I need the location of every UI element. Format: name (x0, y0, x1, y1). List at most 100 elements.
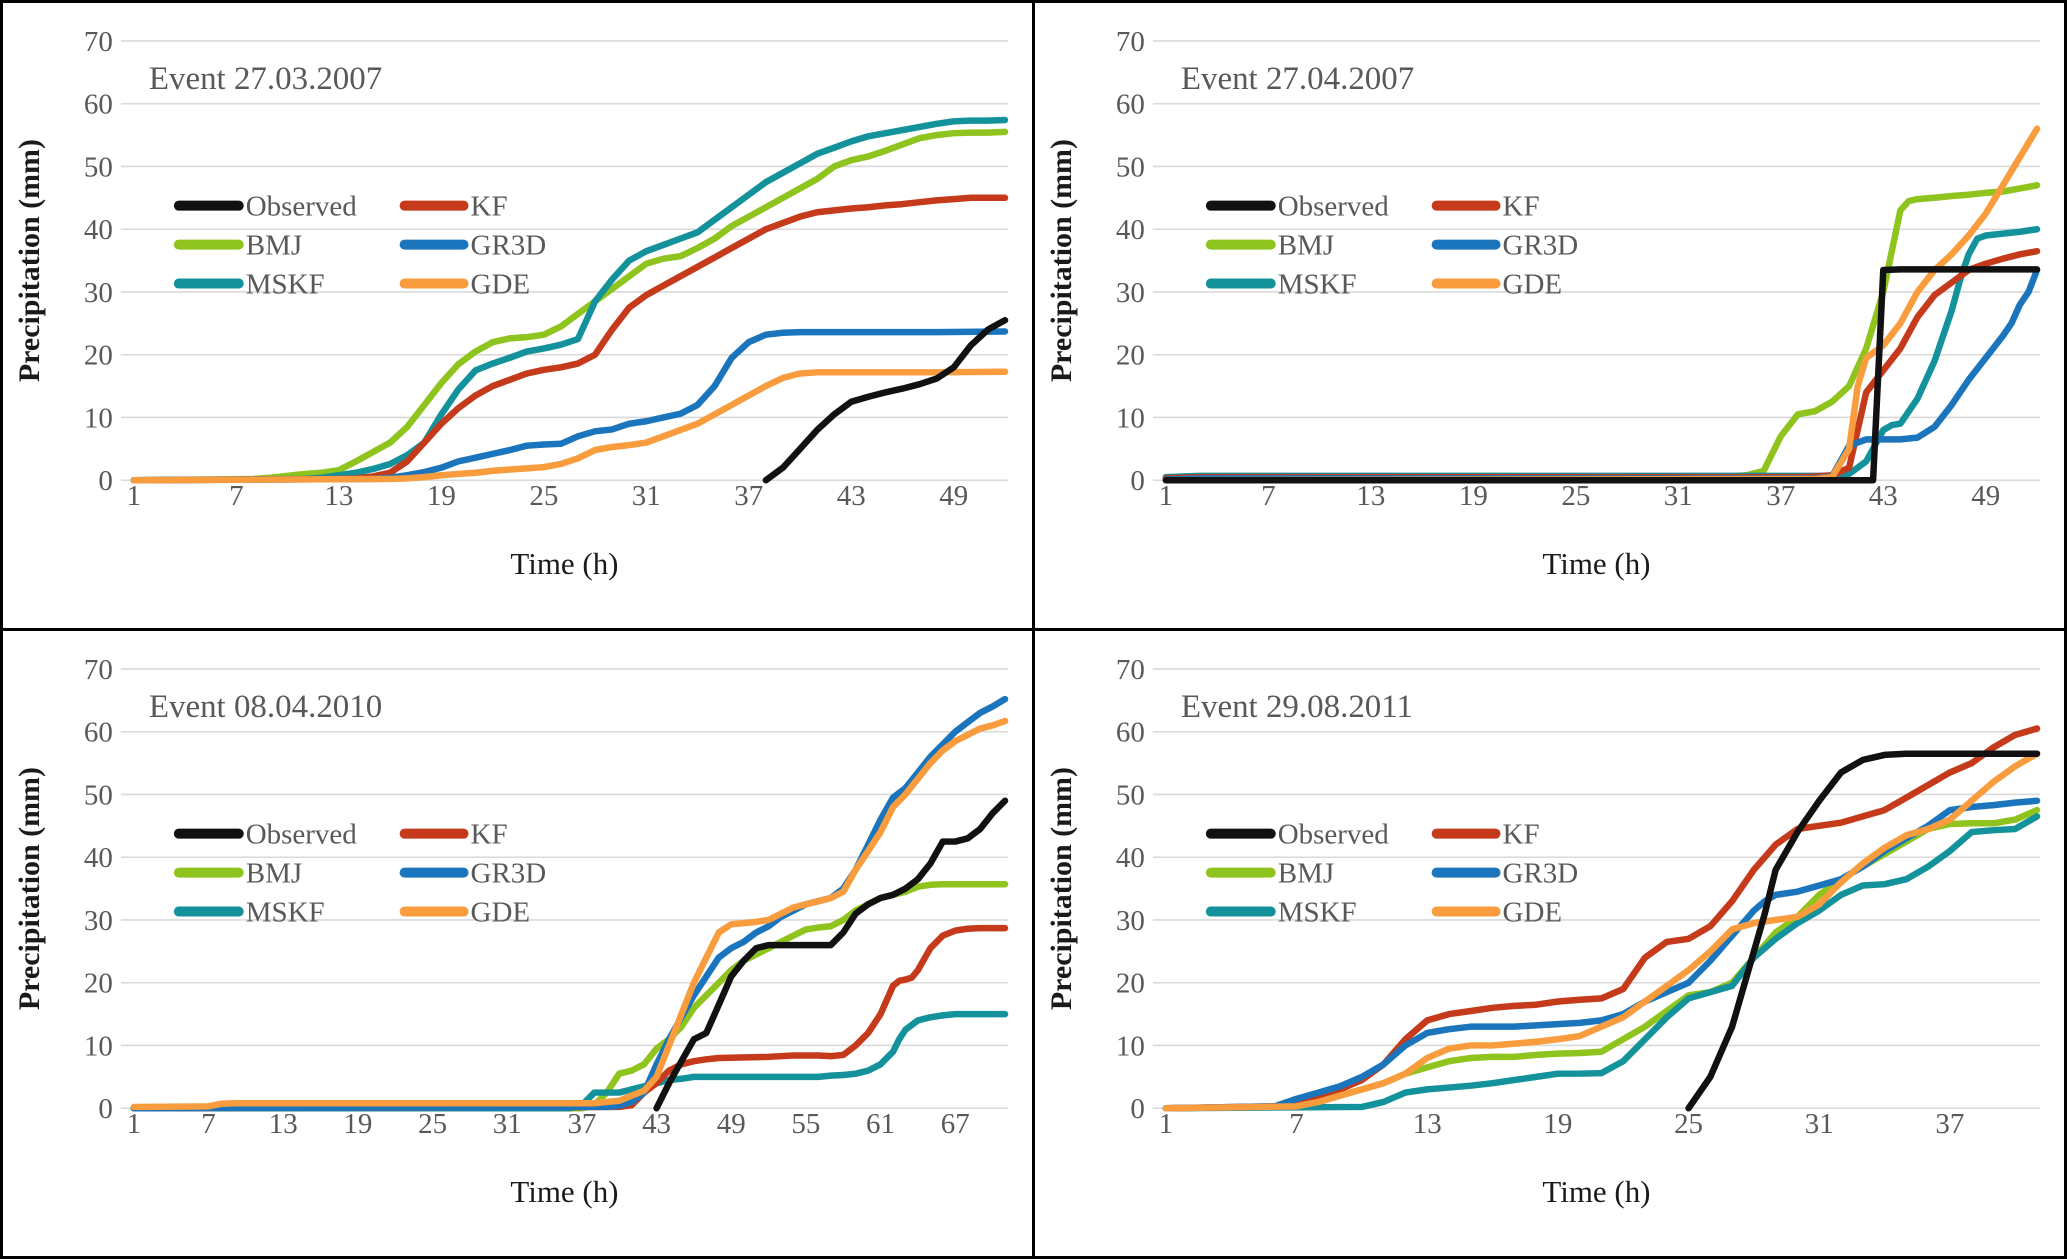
y-tick-label: 30 (1116, 277, 1145, 309)
x-tick-label: 7 (1289, 1108, 1303, 1140)
x-axis-label: Time (h) (510, 546, 618, 581)
x-tick-label: 43 (837, 480, 866, 512)
y-tick-label: 30 (84, 277, 113, 309)
y-tick-label: 10 (1116, 402, 1145, 434)
x-tick-label: 1 (127, 480, 141, 512)
legend: Observed KF BMJ GR3D MSKF GDE (173, 191, 546, 301)
y-tick-label: 50 (84, 151, 113, 183)
y-axis-label: Precipitation (mm) (1045, 767, 1078, 1010)
x-tick-label: 19 (427, 480, 456, 512)
legend-label-mskf: MSKF (246, 897, 325, 929)
y-tick-label: 70 (1116, 654, 1145, 686)
series-line-observed (762, 316, 1009, 484)
y-tick-label: 10 (84, 1030, 113, 1062)
series-line-gde (1162, 125, 2041, 484)
y-tick-label: 60 (84, 717, 113, 749)
x-tick-label: 25 (1561, 480, 1590, 512)
legend-label-gr3d: GR3D (471, 858, 547, 890)
y-tick-label: 60 (1116, 89, 1145, 121)
x-tick-label: 25 (418, 1108, 447, 1140)
x-tick-label: 1 (1159, 480, 1173, 512)
y-axis-label: Precipitation (mm) (1045, 139, 1078, 382)
series-line-bmj (130, 128, 1009, 484)
series-line-mskf (1162, 813, 2041, 1112)
series-line-gr3d (130, 328, 1009, 484)
chart-title: Event 29.08.2011 (1181, 689, 1413, 725)
x-tick-label: 43 (642, 1108, 671, 1140)
legend-label-mskf: MSKF (1278, 897, 1357, 929)
y-tick-label: 40 (84, 842, 113, 874)
x-tick-label: 25 (529, 480, 558, 512)
legend: Observed KF BMJ GR3D MSKF GDE (173, 819, 547, 929)
series-line-gde (130, 717, 1009, 1111)
y-tick-label: 70 (84, 654, 113, 686)
legend: Observed KF BMJ GR3D MSKF GDE (1205, 191, 1578, 301)
chart-canvas-1: 0 10 20 30 40 50 60 70 1 7 13 19 25 31 37 43 49 Event 27.… (13, 26, 1009, 581)
legend-label-gr3d: GR3D (1503, 858, 1579, 890)
y-tick-label: 0 (98, 465, 112, 497)
legend-label-bmj: BMJ (1278, 230, 1334, 262)
series-line-mskf (1162, 225, 2041, 481)
x-tick-label: 25 (1674, 1108, 1703, 1140)
legend-label-gde: GDE (1503, 897, 1563, 929)
y-tick-label: 10 (84, 402, 113, 434)
chart-title: Event 08.04.2010 (149, 689, 382, 725)
y-tick-label: 30 (84, 905, 113, 937)
x-tick-label: 19 (1459, 480, 1488, 512)
y-tick-label: 30 (1116, 905, 1145, 937)
y-tick-label: 20 (1116, 340, 1145, 372)
legend-label-gde: GDE (471, 269, 531, 301)
x-tick-label: 37 (1935, 1108, 1964, 1140)
y-tick-label: 20 (1116, 968, 1145, 1000)
legend-label-bmj: BMJ (246, 858, 302, 890)
x-tick-label: 43 (1869, 480, 1898, 512)
y-axis-label: Precipitation (mm) (13, 767, 46, 1010)
x-tick-label: 37 (1766, 480, 1795, 512)
y-tick-label: 0 (1130, 465, 1144, 497)
x-axis-label: Time (h) (1542, 546, 1650, 581)
y-tick-label: 50 (84, 779, 113, 811)
x-tick-label: 31 (632, 480, 661, 512)
y-tick-label: 0 (98, 1093, 112, 1125)
series-line-observed (653, 797, 1009, 1112)
x-tick-label: 7 (229, 480, 243, 512)
chart-panel-event-08-04-2010: 0 10 20 30 40 50 60 70 1 7 13 19 25 31 37 43 49 55 61 67 Eve… (3, 631, 1032, 1256)
chart-panel-event-27-03-2007: 0 10 20 30 40 50 60 70 1 7 13 19 25 31 37 43 49 Event 27.… (3, 3, 1032, 628)
chart-canvas-3: 0 10 20 30 40 50 60 70 1 7 13 19 25 31 37 43 49 55 61 67 Eve… (13, 654, 1009, 1209)
x-tick-label: 67 (941, 1108, 970, 1140)
series-line-observed (1162, 266, 2041, 484)
legend-label-kf: KF (1503, 819, 1540, 851)
legend-label-kf: KF (471, 191, 508, 223)
legend: Observed KF BMJ GR3D MSKF GDE (1205, 819, 1579, 929)
series-line-kf (130, 194, 1009, 484)
x-axis-label: Time (h) (1542, 1174, 1650, 1209)
x-tick-label: 31 (493, 1108, 522, 1140)
y-tick-label: 60 (1116, 717, 1145, 749)
y-tick-label: 60 (84, 89, 113, 121)
x-tick-label: 7 (201, 1108, 215, 1140)
x-tick-label: 7 (1261, 480, 1275, 512)
series-line-bmj (1162, 806, 2041, 1112)
legend-label-mskf: MSKF (246, 269, 325, 301)
x-tick-label: 49 (717, 1108, 746, 1140)
y-tick-label: 50 (1116, 151, 1145, 183)
y-tick-label: 20 (84, 968, 113, 1000)
series-line-gr3d (1162, 266, 2041, 483)
chart-panel-event-27-04-2007: 0 10 20 30 40 50 60 70 1 7 13 19 25 31 37 43 49 Event 27.… (1035, 3, 2064, 628)
y-tick-label: 0 (1130, 1093, 1144, 1125)
chart-title: Event 27.03.2007 (149, 61, 382, 97)
x-tick-label: 13 (269, 1108, 298, 1140)
chart-panel-event-29-08-2011: 0 10 20 30 40 50 60 70 1 7 13 19 25 31 37 Event 29.08.2… (1035, 631, 2064, 1256)
legend-label-kf: KF (1503, 191, 1540, 223)
legend-label-bmj: BMJ (1278, 858, 1334, 890)
x-tick-label: 19 (1543, 1108, 1572, 1140)
legend-label-gde: GDE (471, 897, 531, 929)
x-tick-label: 55 (791, 1108, 820, 1140)
y-tick-label: 70 (1116, 26, 1145, 58)
chart-title: Event 27.04.2007 (1181, 61, 1414, 97)
legend-label-mskf: MSKF (1278, 269, 1357, 301)
legend-label-gde: GDE (1503, 269, 1563, 301)
chart-canvas-2: 0 10 20 30 40 50 60 70 1 7 13 19 25 31 37 43 49 Event 27.… (1045, 26, 2041, 581)
x-tick-label: 19 (343, 1108, 372, 1140)
x-tick-label: 61 (866, 1108, 895, 1140)
